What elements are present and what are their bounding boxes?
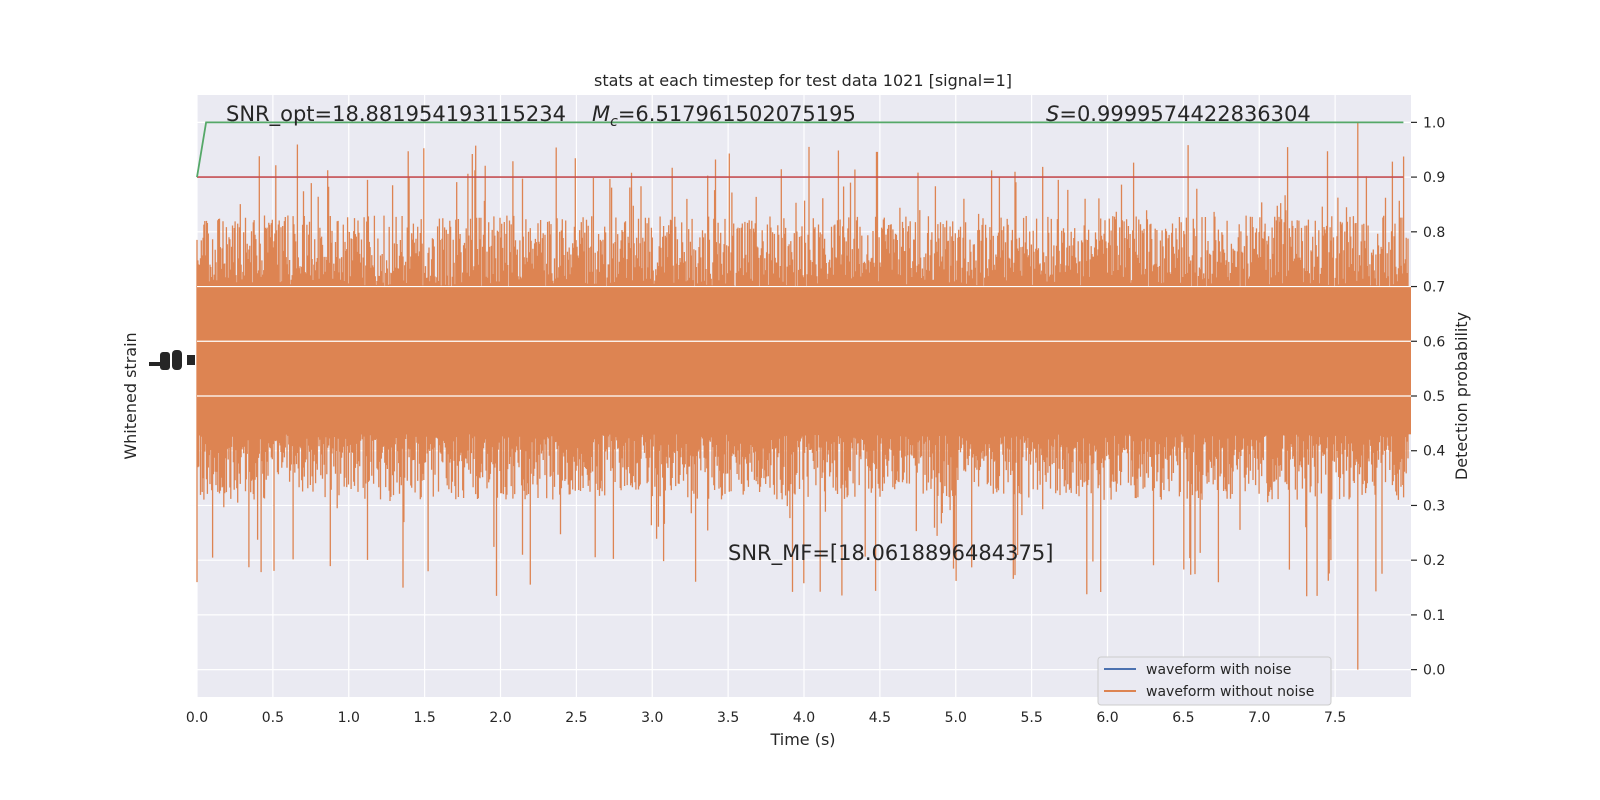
stat-s-annotation: S=0.9999574422836304 (1046, 102, 1311, 126)
y-right-tick-label: 0.2 (1423, 553, 1445, 569)
waveform-without-noise-series (196, 122, 1411, 670)
x-tick-label: 6.5 (1172, 710, 1194, 726)
stat-s-value: =0.9999574422836304 (1059, 102, 1310, 126)
x-tick-label: 4.5 (869, 710, 891, 726)
y-right-tick-label: 0.5 (1423, 389, 1445, 405)
y-right-tick-label: 0.9 (1423, 170, 1445, 186)
y-right-tick-label: 0.4 (1423, 444, 1445, 460)
chart-title: stats at each timestep for test data 102… (594, 71, 1012, 90)
y-right-tick-label: 0.6 (1423, 334, 1445, 350)
y-right-axis-label: Detection probability (1452, 312, 1471, 480)
y-right-tick-label: 1.0 (1423, 115, 1445, 131)
x-tick-label: 2.5 (565, 710, 587, 726)
y-left-axis-label: Whitened strain (121, 332, 140, 459)
stat-s-symbol: S (1046, 102, 1059, 126)
x-tick-label: 5.0 (945, 710, 967, 726)
legend: waveform with noise waveform without noi… (1097, 656, 1332, 706)
chirp-mass-value: =6.517961502075195 (618, 102, 856, 126)
x-tick-label: 7.5 (1324, 710, 1346, 726)
detection-probability-line (196, 121, 1404, 178)
x-tick-label: 4.0 (793, 710, 815, 726)
x-tick-label: 1.5 (413, 710, 435, 726)
x-tick-label: 3.5 (717, 710, 739, 726)
probability-lines (196, 121, 1404, 178)
legend-label-without-noise: waveform without noise (1146, 684, 1314, 700)
chirp-mass-subscript: c (610, 114, 618, 130)
y-right-tick-label: 0.7 (1423, 280, 1445, 296)
snr-mf-annotation: SNR_MF=[18.0618896484375] (728, 541, 1053, 566)
noise-spikes (196, 122, 1409, 670)
x-tick-label: 5.5 (1020, 710, 1042, 726)
x-tick-label: 2.0 (489, 710, 511, 726)
x-tick-label: 6.0 (1096, 710, 1118, 726)
y-right-ticks: 0.0 0.1 0.2 0.3 0.4 0.5 0.6 0.7 0.8 0.9 1.0 (1411, 115, 1445, 679)
y-right-tick-label: 0.8 (1423, 225, 1445, 241)
y-right-tick-label: 0.3 (1423, 498, 1445, 514)
x-tick-label: 1.0 (338, 710, 360, 726)
x-tick-label: 3.0 (641, 710, 663, 726)
legend-box (1097, 656, 1332, 706)
chirp-mass-symbol: M (592, 102, 610, 126)
x-ticks: 0.0 0.5 1.0 1.5 2.0 2.5 3.0 3.5 4.0 4.5 5.0 5.5 6.0 6… (186, 710, 1346, 726)
y-right-tick-label: 0.1 (1423, 608, 1445, 624)
snr-opt-annotation: SNR_opt=18.881954193115234 (226, 102, 566, 127)
legend-label-with-noise: waveform with noise (1146, 662, 1291, 678)
x-tick-label: 7.0 (1248, 710, 1270, 726)
x-tick-label: 0.5 (262, 710, 284, 726)
left-axis-ticks-blob (149, 350, 195, 370)
x-tick-label: 0.0 (186, 710, 208, 726)
y-right-tick-label: 0.0 (1423, 663, 1445, 679)
x-axis-label: Time (s) (769, 730, 835, 749)
chirp-mass-annotation: Mc=6.517961502075195 (592, 102, 856, 130)
